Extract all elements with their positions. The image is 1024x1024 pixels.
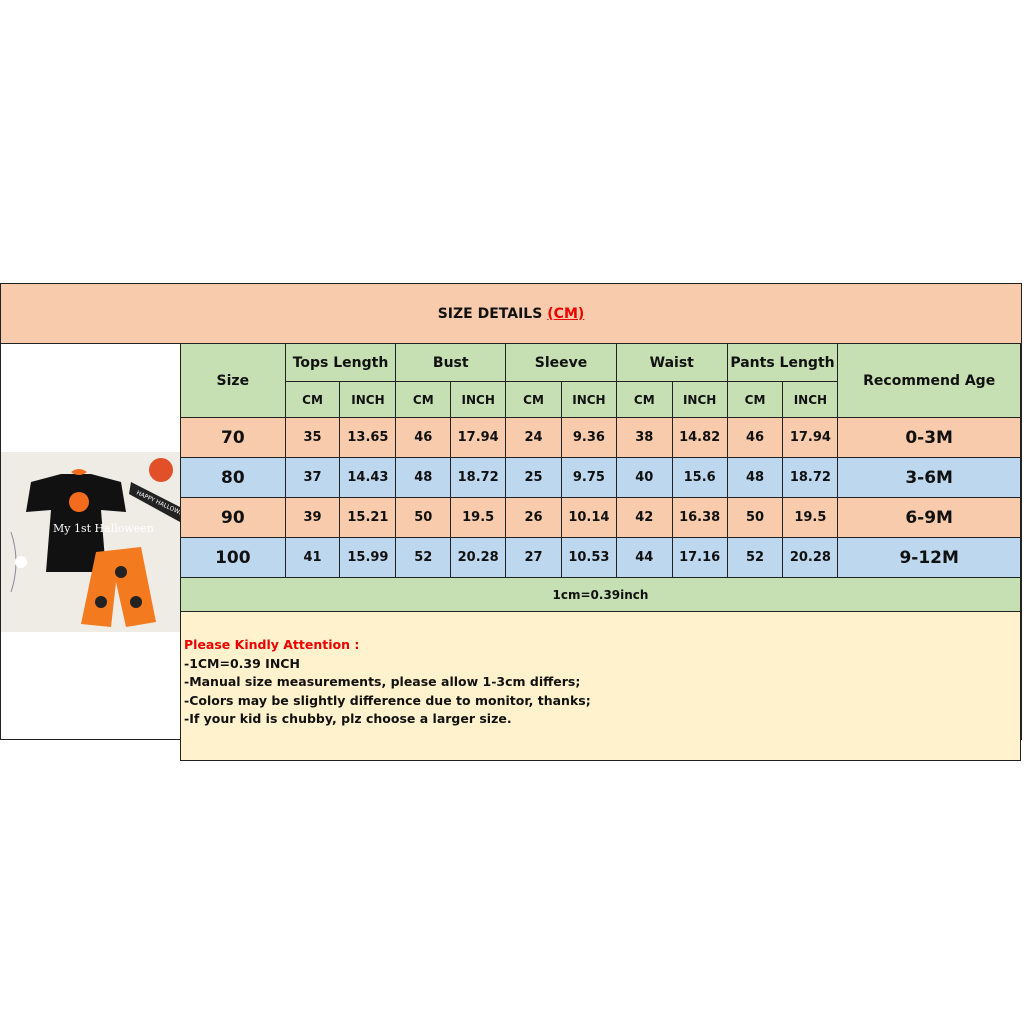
measure-cell: 25 <box>505 457 562 498</box>
measure-cell: 26 <box>505 497 562 538</box>
measure-cell: 27 <box>505 537 562 578</box>
header-bust: Bust <box>395 343 507 382</box>
measure-cell: 10.14 <box>560 497 617 538</box>
size-table: Size Tops Length Bust Sleeve Waist Pants… <box>180 343 1021 761</box>
unit-header-inch: INCH <box>450 381 507 418</box>
size-cell: 90 <box>180 497 286 538</box>
measure-cell: 9.36 <box>560 417 617 458</box>
header-waist: Waist <box>615 343 728 382</box>
unit-header-inch: INCH <box>782 381 839 418</box>
measure-cell: 41 <box>284 537 341 578</box>
unit-header-cm: CM <box>726 381 784 418</box>
measure-cell: 38 <box>615 417 673 458</box>
measure-cell: 24 <box>505 417 562 458</box>
attention-line: -1CM=0.39 INCH <box>184 655 300 671</box>
measure-cell: 9.75 <box>560 457 617 498</box>
unit-header-cm: CM <box>615 381 673 418</box>
measure-cell: 20.28 <box>450 537 507 578</box>
photo-print: My 1st Halloween <box>53 522 154 535</box>
attention-line: -If your kid is chubby, plz choose a lar… <box>184 711 512 726</box>
size-chart: SIZE DETAILS (CM) My 1st Halloween HAPPY… <box>0 283 1022 761</box>
measure-cell: 18.72 <box>450 457 507 498</box>
age-cell: 6-9M <box>837 497 1021 538</box>
attention-heading: Please Kindly Attention : <box>184 637 360 652</box>
size-row: 70 35 13.65 46 17.94 24 9.36 38 14.82 46 17.94 0-3M <box>180 417 1021 458</box>
measure-cell: 48 <box>395 457 452 498</box>
header-pants-length: Pants Length <box>726 343 839 382</box>
age-cell: 0-3M <box>837 417 1021 458</box>
measure-cell: 46 <box>395 417 452 458</box>
measure-cell: 20.28 <box>782 537 839 578</box>
measure-cell: 39 <box>284 497 341 538</box>
measure-cell: 52 <box>726 537 784 578</box>
unit-header-cm: CM <box>395 381 452 418</box>
measure-cell: 42 <box>615 497 673 538</box>
measure-cell: 44 <box>615 537 673 578</box>
measure-cell: 13.65 <box>339 417 397 458</box>
measure-cell: 50 <box>395 497 452 538</box>
measure-cell: 50 <box>726 497 784 538</box>
measure-cell: 37 <box>284 457 341 498</box>
conversion-note: 1cm=0.39inch <box>180 577 1021 612</box>
measure-cell: 18.72 <box>782 457 839 498</box>
size-cell: 80 <box>180 457 286 498</box>
header-age: Recommend Age <box>837 343 1021 418</box>
measure-cell: 15.99 <box>339 537 397 578</box>
attention-line: -Manual size measurements, please allow … <box>184 674 581 689</box>
measure-cell: 17.16 <box>671 537 728 578</box>
size-cell: 70 <box>180 417 286 458</box>
measure-cell: 10.53 <box>560 537 617 578</box>
age-cell: 3-6M <box>837 457 1021 498</box>
measure-cell: 16.38 <box>671 497 728 538</box>
title-text: SIZE DETAILS <box>437 305 543 322</box>
measure-cell: 14.82 <box>671 417 728 458</box>
unit-header-cm: CM <box>505 381 562 418</box>
size-cell: 100 <box>180 537 286 578</box>
measure-cell: 19.5 <box>782 497 839 538</box>
size-row: 90 39 15.21 50 19.5 26 10.14 42 16.38 50 19.5 6-9M <box>180 497 1021 538</box>
product-photo: My 1st Halloween HAPPY HALLOWEEN <box>1 452 180 632</box>
measure-cell: 46 <box>726 417 784 458</box>
measure-cell: 17.94 <box>450 417 507 458</box>
title-unit: (CM) <box>547 305 585 322</box>
size-row: 80 37 14.43 48 18.72 25 9.75 40 15.6 48 18.72 3-6M <box>180 457 1021 498</box>
header-tops-length: Tops Length <box>284 343 397 382</box>
chart-title: SIZE DETAILS (CM) <box>1 284 1021 344</box>
measure-cell: 35 <box>284 417 341 458</box>
measure-cell: 52 <box>395 537 452 578</box>
unit-header-inch: INCH <box>560 381 617 418</box>
measure-cell: 14.43 <box>339 457 397 498</box>
unit-header-cm: CM <box>284 381 341 418</box>
attention-box: Please Kindly Attention : -1CM=0.39 INCH… <box>180 611 1021 761</box>
header-size: Size <box>180 343 286 418</box>
size-row: 100 41 15.99 52 20.28 27 10.53 44 17.16 52 20.28 9-… <box>180 537 1021 578</box>
measure-cell: 15.6 <box>671 457 728 498</box>
unit-header-inch: INCH <box>339 381 397 418</box>
measure-cell: 15.21 <box>339 497 397 538</box>
attention-line: -Colors may be slightly difference due t… <box>184 692 591 708</box>
header-sleeve: Sleeve <box>505 343 617 382</box>
age-cell: 9-12M <box>837 537 1021 578</box>
unit-header-inch: INCH <box>671 381 728 418</box>
measure-cell: 48 <box>726 457 784 498</box>
measure-cell: 40 <box>615 457 673 498</box>
measure-cell: 19.5 <box>450 497 507 538</box>
measure-cell: 17.94 <box>782 417 839 458</box>
